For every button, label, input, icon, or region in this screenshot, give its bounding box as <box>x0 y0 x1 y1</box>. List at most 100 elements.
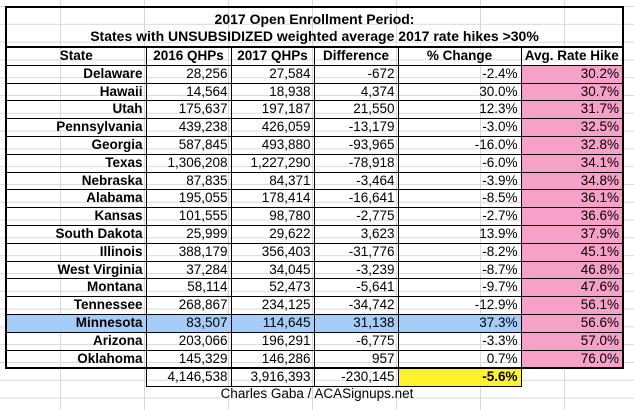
rate-hike-cell: 34.1% <box>520 153 624 173</box>
state-cell: Illinois <box>5 242 147 262</box>
rate-hike-cell: 56.6% <box>520 313 624 333</box>
pct-change-cell: -8.5% <box>397 189 522 209</box>
pct-change-cell: 0.7% <box>397 349 522 370</box>
difference-cell: -2,775 <box>313 207 399 226</box>
difference-cell: -78,918 <box>313 153 399 173</box>
rate-hike-cell: 45.1% <box>520 242 624 262</box>
rate-hike-cell: 36.1% <box>520 189 624 209</box>
table-row: Texas 1,306,208 1,227,290 -78,918 -6.0% 34.1% <box>5 153 624 173</box>
qhps-2017-cell: 493,880 <box>230 135 315 155</box>
state-cell: Arizona <box>5 331 147 351</box>
qhps-2016-cell: 195,055 <box>145 189 232 209</box>
qhps-2016-cell: 439,238 <box>145 118 232 137</box>
qhps-2017-cell: 52,473 <box>230 278 315 298</box>
pct-change-cell: 13.9% <box>397 224 522 244</box>
table-row: West Virginia 37,284 34,045 -3,239 -8.7% 46.8… <box>5 260 624 280</box>
column-header: Difference <box>313 46 399 66</box>
pct-change-cell: 12.3% <box>397 100 522 120</box>
state-cell: Minnesota <box>5 313 147 333</box>
pct-change-cell: -16.0% <box>397 135 522 155</box>
difference-cell: 21,550 <box>313 100 399 120</box>
difference-cell: -672 <box>313 64 399 84</box>
qhps-2016-cell: 175,637 <box>145 100 232 120</box>
table-row: Oklahoma 145,329 146,286 957 0.7% 76.0% <box>5 349 624 370</box>
difference-cell: -13,179 <box>313 118 399 137</box>
qhps-2017-cell: 27,584 <box>230 64 315 84</box>
table-title: 2017 Open Enrollment Period: States with… <box>5 6 624 48</box>
difference-cell: -93,965 <box>313 135 399 155</box>
qhps-2017-cell: 356,403 <box>230 242 315 262</box>
rate-hike-cell: 47.6% <box>520 278 624 298</box>
qhps-2017-cell: 178,414 <box>230 189 315 209</box>
state-cell: Oklahoma <box>5 349 147 370</box>
rate-hike-cell: 30.2% <box>520 64 624 84</box>
qhps-2016-cell: 14,564 <box>145 82 232 102</box>
qhps-2016-cell: 37,284 <box>145 260 232 280</box>
rate-hike-cell: 57.0% <box>520 331 624 351</box>
table-row: Tennessee 268,867 234,125 -34,742 -12.9% 56.1… <box>5 296 624 315</box>
pct-change-cell: -3.3% <box>397 331 522 351</box>
table-row: Hawaii 14,564 18,938 4,374 30.0% 30.7% <box>5 82 624 102</box>
table-row: Minnesota 83,507 114,645 31,138 37.3% 56.6% <box>5 313 624 333</box>
total-pct-change: -5.6% <box>397 367 522 388</box>
state-cell: Utah <box>5 100 147 120</box>
qhps-2016-cell: 145,329 <box>145 349 232 370</box>
state-cell: South Dakota <box>5 224 147 244</box>
credit-footer: Charles Gaba / ACASignups.net <box>220 386 414 401</box>
pct-change-cell: -3.0% <box>397 118 522 137</box>
table-row: South Dakota 25,999 29,622 3,623 13.9% 37.9% <box>5 224 624 244</box>
qhps-2017-cell: 197,187 <box>230 100 315 120</box>
rate-hike-cell: 56.1% <box>520 296 624 315</box>
qhps-2017-cell: 18,938 <box>230 82 315 102</box>
column-header: Avg. Rate Hike <box>520 46 624 66</box>
qhps-2017-cell: 98,780 <box>230 207 315 226</box>
pct-change-cell: 30.0% <box>397 82 522 102</box>
table-row: Georgia 587,845 493,880 -93,965 -16.0% 32.8% <box>5 135 624 155</box>
state-cell: Texas <box>5 153 147 173</box>
qhps-2016-cell: 28,256 <box>145 64 232 84</box>
state-cell: Georgia <box>5 135 147 155</box>
qhps-2016-cell: 83,507 <box>145 313 232 333</box>
pct-change-cell: -9.7% <box>397 278 522 298</box>
rate-hike-cell: 30.7% <box>520 82 624 102</box>
table-row: Pennsylvania 439,238 426,059 -13,179 -3.0% 32… <box>5 118 624 137</box>
pct-change-cell: -3.9% <box>397 171 522 191</box>
table-row: Kansas 101,555 98,780 -2,775 -2.7% 36.6% <box>5 207 624 226</box>
table-row: Utah 175,637 197,187 21,550 12.3% 31.7% <box>5 100 624 120</box>
table-row: Montana 58,114 52,473 -5,641 -9.7% 47.6% <box>5 278 624 298</box>
state-cell: Alabama <box>5 189 147 209</box>
qhps-2016-cell: 203,066 <box>145 331 232 351</box>
column-header: % Change <box>397 46 522 66</box>
difference-cell: -31,776 <box>313 242 399 262</box>
total-2017: 3,916,393 <box>230 367 315 388</box>
table-row: Nebraska 87,835 84,371 -3,464 -3.9% 34.8% <box>5 171 624 191</box>
difference-cell: -3,464 <box>313 171 399 191</box>
rate-hike-cell: 32.5% <box>520 118 624 137</box>
state-cell: Delaware <box>5 64 147 84</box>
rate-hike-cell: 36.6% <box>520 207 624 226</box>
table-row: Alabama 195,055 178,414 -16,641 -8.5% 36.1% <box>5 189 624 209</box>
title-line-1: 2017 Open Enrollment Period: <box>214 11 415 27</box>
qhps-2017-cell: 426,059 <box>230 118 315 137</box>
header-row: State 2016 QHPs 2017 QHPs Difference% Chang… <box>5 46 624 66</box>
table-row: Delaware 28,256 27,584 -672 -2.4% 30.2% <box>5 64 624 84</box>
state-cell: Pennsylvania <box>5 118 147 137</box>
qhps-2017-cell: 84,371 <box>230 171 315 191</box>
state-cell: Montana <box>5 278 147 298</box>
state-cell: Kansas <box>5 207 147 226</box>
rate-hike-cell: 32.8% <box>520 135 624 155</box>
difference-cell: -3,239 <box>313 260 399 280</box>
qhps-2017-cell: 34,045 <box>230 260 315 280</box>
total-difference: -230,145 <box>313 367 399 388</box>
pct-change-cell: -12.9% <box>397 296 522 315</box>
rate-hike-cell: 37.9% <box>520 224 624 244</box>
rate-hike-cell: 76.0% <box>520 349 624 370</box>
qhps-2017-cell: 234,125 <box>230 296 315 315</box>
state-cell: Nebraska <box>5 171 147 191</box>
difference-cell: -16,641 <box>313 189 399 209</box>
qhps-2016-cell: 587,845 <box>145 135 232 155</box>
rate-hike-cell: 34.8% <box>520 171 624 191</box>
totals-row: 4,146,538 3,916,393 -230,145 -5.6% <box>6 367 623 388</box>
difference-cell: 31,138 <box>313 313 399 333</box>
table-row: Illinois 388,179 356,403 -31,776 -8.2% 45.1% <box>5 242 624 262</box>
